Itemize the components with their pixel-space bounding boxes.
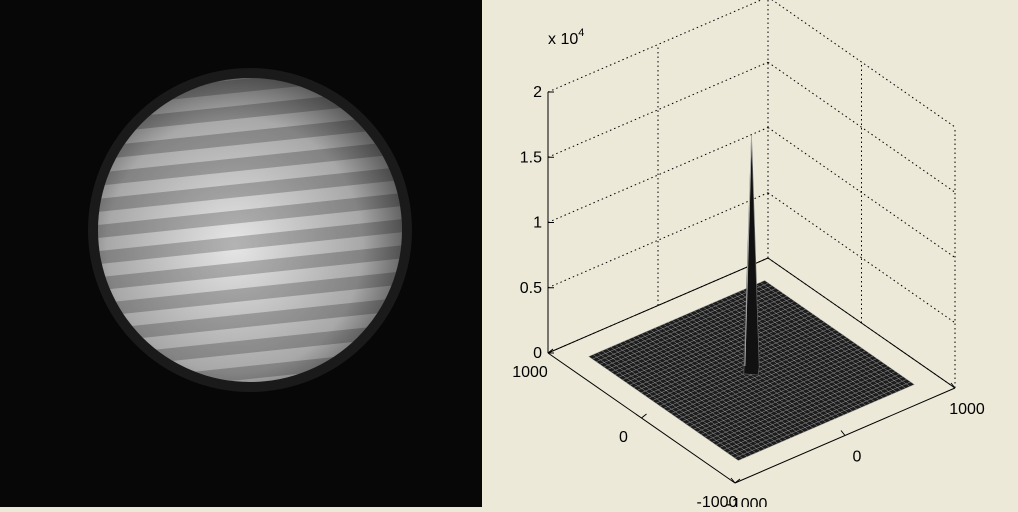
mesh-line — [689, 312, 840, 418]
mesh-line — [760, 282, 911, 387]
mesh-line — [707, 304, 858, 410]
mesh-line — [622, 303, 799, 381]
mesh-line — [592, 282, 769, 360]
y-tick-label: 1000 — [512, 364, 548, 381]
x-tick-label: 0 — [853, 449, 862, 466]
mesh-line — [711, 303, 862, 408]
y-tick-label: -1000 — [697, 494, 738, 507]
z-tick-label: 1 — [533, 215, 542, 232]
x-tick — [840, 430, 846, 436]
z-tick-label: 2 — [533, 84, 542, 101]
multiplier: x 104 — [548, 27, 584, 48]
mesh-line — [764, 280, 915, 385]
y-tick — [734, 478, 741, 484]
mesh-line — [596, 285, 773, 362]
mesh-line — [652, 324, 829, 401]
mesh-line — [629, 308, 806, 386]
x-tick — [730, 477, 736, 484]
mesh-line — [751, 285, 902, 391]
grid-line — [767, 61, 956, 193]
mesh-line — [644, 319, 821, 396]
x-tick — [950, 382, 956, 389]
mesh-line — [685, 314, 836, 419]
peak-ridge — [744, 135, 752, 366]
mesh-line — [702, 306, 853, 412]
mesh-line — [626, 306, 803, 383]
grid-line — [767, 192, 956, 324]
mesh-line — [611, 295, 788, 373]
z-tick-label: 1.5 — [520, 149, 542, 166]
mesh-line — [746, 287, 897, 393]
mesh-line — [633, 311, 810, 388]
y-tick — [547, 348, 554, 354]
mesh-line — [755, 284, 906, 389]
mesh-line — [648, 321, 825, 399]
z-tick-label: 0.5 — [520, 280, 542, 297]
mesh-line — [716, 301, 867, 406]
mesh-line — [694, 310, 845, 416]
mesh-line — [738, 291, 889, 397]
mesh-line — [733, 293, 884, 399]
mesh-line — [614, 298, 791, 375]
mesh-line — [637, 314, 814, 391]
x-tick-label: 1000 — [949, 401, 985, 418]
y-tick — [641, 413, 647, 419]
mesh-line — [588, 280, 765, 357]
grid-line — [771, 0, 956, 128]
fringes — [98, 78, 402, 382]
mesh-line — [742, 289, 893, 395]
z-tick-label: 0 — [533, 345, 542, 362]
mesh-line — [698, 308, 849, 414]
mesh-line — [640, 316, 818, 394]
mesh-line — [618, 301, 795, 378]
y-tick-label: 0 — [619, 429, 628, 446]
